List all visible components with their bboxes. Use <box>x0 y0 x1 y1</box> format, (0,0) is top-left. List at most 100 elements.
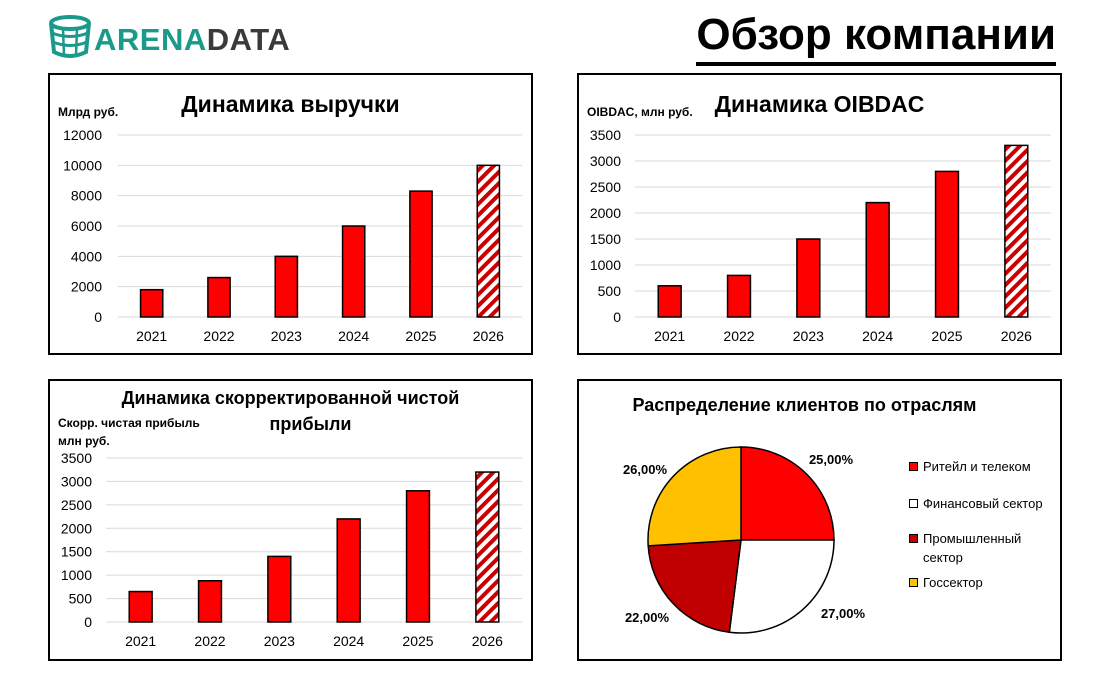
logo-text-data: DATA <box>206 22 291 57</box>
oibdac-chart-panel: Динамика OIBDAC OIBDAC, млн руб. 0 500 100… <box>577 73 1062 355</box>
y-tick-label: 1000 <box>61 567 92 583</box>
bar-revenue-2023 <box>274 255 299 318</box>
bar-oibdac-2021 <box>657 285 682 318</box>
bar-oibdac-2026 <box>1004 144 1029 318</box>
x-tick-label: 2022 <box>723 328 754 344</box>
legend-swatch-retail <box>909 462 918 471</box>
legend-label-finance: Финансовый сектор <box>923 496 1043 511</box>
legend-label-industry-line1: Промышленный <box>923 531 1022 546</box>
oibdac-unit-label: OIBDAC, млн руб. <box>587 105 693 119</box>
pie-data-label: 25,00% <box>809 452 854 467</box>
x-tick-label: 2022 <box>194 633 225 649</box>
profit-chart-title: Динамика скорректированной чистой прибыл… <box>50 385 531 437</box>
y-tick-label: 6000 <box>71 218 102 234</box>
bar-oibdac-2023 <box>796 238 821 318</box>
pie-data-label: 22,00% <box>625 610 670 625</box>
profit-bar-chart: 0 500 1000 1500 2000 2500 3000 3500 2021 2022 2023… <box>61 450 522 649</box>
bar-profit-2025 <box>405 490 431 623</box>
legend-item-retail: Ритейл и телеком <box>909 457 1059 476</box>
x-tick-label: 2023 <box>793 328 824 344</box>
bar-profit-2026 <box>475 471 500 623</box>
y-tick-label: 1500 <box>590 231 621 247</box>
x-tick-label: 2025 <box>405 328 436 344</box>
pie-slice-3 <box>647 446 742 547</box>
bar-profit-2023 <box>267 555 292 623</box>
x-tick-label: 2024 <box>862 328 893 344</box>
y-tick-label: 2000 <box>61 520 92 536</box>
pie-slice-0 <box>740 446 835 541</box>
y-tick-label: 2000 <box>590 205 621 221</box>
bar-oibdac-2024 <box>865 201 890 318</box>
y-tick-label: 0 <box>613 309 621 325</box>
x-tick-label: 2026 <box>473 328 504 344</box>
pie-slice-2 <box>647 539 742 634</box>
y-tick-label: 0 <box>84 614 92 630</box>
x-tick-label: 2022 <box>203 328 234 344</box>
y-tick-label: 3500 <box>590 127 621 143</box>
y-tick-label: 3000 <box>61 473 92 489</box>
stadium-logo-icon <box>49 15 91 58</box>
arenadata-logo: ARENADATA <box>48 12 308 64</box>
bar-oibdac-2022 <box>726 274 752 318</box>
pie-data-label: 26,00% <box>623 462 668 477</box>
x-tick-label: 2023 <box>264 633 295 649</box>
x-tick-label: 2024 <box>338 328 369 344</box>
bar-revenue-2022 <box>207 276 231 318</box>
bar-revenue-2024 <box>341 225 366 318</box>
y-tick-label: 2000 <box>71 279 102 295</box>
x-tick-label: 2021 <box>125 633 156 649</box>
pie-data-label: 27,00% <box>821 606 866 621</box>
x-tick-label: 2026 <box>472 633 503 649</box>
y-tick-label: 10000 <box>63 157 102 173</box>
legend-item-industry: Промышленный сектор <box>909 529 1059 567</box>
bar-oibdac-2025 <box>934 170 960 318</box>
legend-swatch-industry <box>909 534 918 543</box>
legend-item-finance: Финансовый сектор <box>909 494 1059 513</box>
profit-title-line1: Динамика скорректированной чистой <box>121 388 460 408</box>
oibdac-chart-title: Динамика OIBDAC <box>714 91 925 117</box>
page-title: Обзор компании <box>696 8 1056 66</box>
bar-profit-2022 <box>197 580 223 623</box>
legend-swatch-government <box>909 578 918 587</box>
revenue-chart-panel: Динамика выручки Млрд руб. 0 2000 4000 6000… <box>48 73 533 355</box>
profit-chart-panel: Динамика скорректированной чистой прибыл… <box>48 379 533 661</box>
pie-slice-1 <box>728 539 835 634</box>
pie-chart-title: Распределение клиентов по отраслям <box>632 395 977 415</box>
revenue-unit-label: Млрд руб. <box>58 105 119 119</box>
x-tick-label: 2021 <box>654 328 685 344</box>
bar-revenue-2026 <box>476 164 501 318</box>
logo-text-arena: ARENA <box>94 22 207 57</box>
y-tick-label: 2500 <box>590 179 621 195</box>
clients-pie-chart: 25,00% 27,00% 22,00% 26,00% <box>623 446 866 634</box>
y-tick-label: 2500 <box>61 497 92 513</box>
legend-label-industry: Промышленный сектор <box>923 529 1021 567</box>
y-tick-label: 12000 <box>63 127 102 143</box>
pie-legend: Ритейл и телеком Финансовый сектор Промы… <box>909 457 1059 598</box>
y-tick-label: 1000 <box>590 257 621 273</box>
profit-title-line2: прибыли <box>269 414 352 434</box>
y-tick-label: 0 <box>94 309 102 325</box>
y-tick-label: 500 <box>598 283 622 299</box>
x-tick-label: 2025 <box>931 328 962 344</box>
legend-item-government: Госсектор <box>909 573 1059 592</box>
profit-unit-label: Скорр. чистая прибыль млн руб. <box>58 414 200 450</box>
x-tick-label: 2021 <box>136 328 167 344</box>
legend-label-government: Госсектор <box>923 575 983 590</box>
profit-unit-line2: млн руб. <box>58 434 110 448</box>
profit-unit-line1: Скорр. чистая прибыль <box>58 416 200 430</box>
revenue-bar-chart: 0 2000 4000 6000 8000 10000 12000 2021 2022 2023 2… <box>63 127 522 344</box>
legend-label-industry-line2: сектор <box>923 550 963 565</box>
revenue-chart-title: Динамика выручки <box>181 91 400 117</box>
bar-revenue-2021 <box>139 288 164 318</box>
y-tick-label: 3000 <box>590 153 621 169</box>
legend-swatch-finance <box>909 499 918 508</box>
x-tick-label: 2026 <box>1001 328 1032 344</box>
bar-profit-2021 <box>128 590 153 623</box>
bar-revenue-2025 <box>409 190 433 318</box>
y-tick-label: 1500 <box>61 544 92 560</box>
logo-wordmark: ARENADATA <box>94 22 290 58</box>
y-tick-label: 500 <box>69 591 93 607</box>
x-tick-label: 2023 <box>271 328 302 344</box>
clients-pie-panel: Распределение клиентов по отраслям 25,00… <box>577 379 1062 661</box>
x-tick-label: 2024 <box>333 633 364 649</box>
